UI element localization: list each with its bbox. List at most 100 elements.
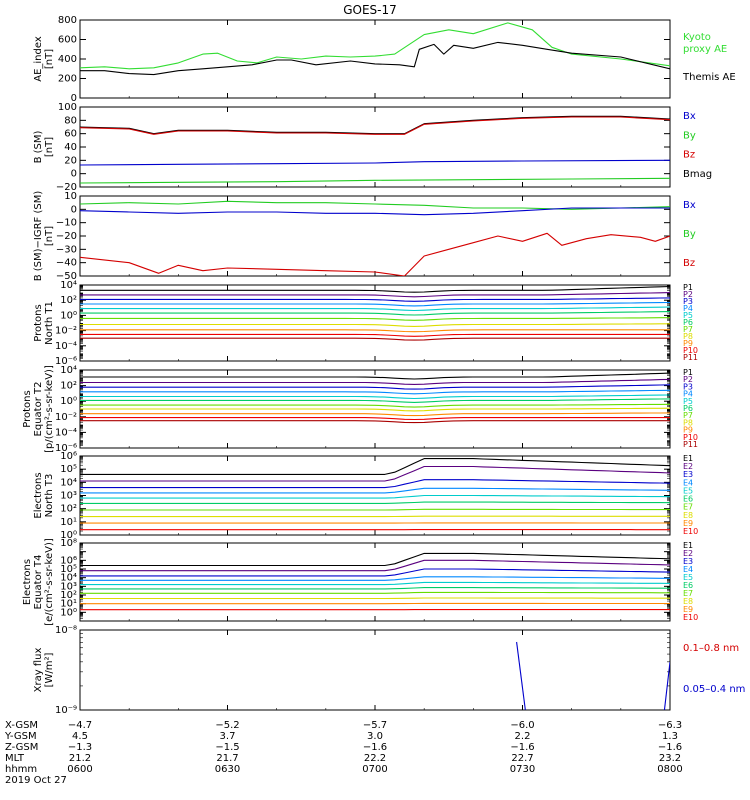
y-tick-label: −20 xyxy=(56,182,77,193)
y-tick-label: 10⁻⁹ xyxy=(55,705,77,716)
x-tick-value: −1.6 xyxy=(510,742,534,753)
legend-entry: E4 xyxy=(683,478,693,487)
legend-entry: P8 xyxy=(683,418,693,427)
series-group xyxy=(169,641,670,710)
y-tick-label: −50 xyxy=(56,271,77,282)
x-tick-value: 0600 xyxy=(67,764,92,775)
legend-entry: P6 xyxy=(683,318,693,327)
y-axis-label: [e/(cm²-s-sr-keV)] xyxy=(44,538,55,626)
series-group xyxy=(80,458,670,531)
series-line-3 xyxy=(80,479,670,489)
y-tick-label: 200 xyxy=(58,74,77,85)
legend-entry: P6 xyxy=(683,404,693,413)
x-tick-value: 0730 xyxy=(510,764,535,775)
y-axis-label: Protons xyxy=(22,390,33,427)
x-tick-value: −5.2 xyxy=(215,720,239,731)
y-tick-label: 10⁻⁶ xyxy=(55,356,77,367)
legend-entry: P5 xyxy=(683,397,693,406)
x-tick-value: 1.3 xyxy=(662,731,678,742)
y-tick-label: −30 xyxy=(56,244,77,255)
y-tick-label: 80 xyxy=(64,115,77,126)
y-tick-label: 40 xyxy=(64,142,77,153)
legend-entry: Bz xyxy=(683,258,695,269)
y-axis-label: B (SM)−IGRF (SM) xyxy=(33,191,44,282)
x-tick-value: 0800 xyxy=(657,764,682,775)
legend-entry: E8 xyxy=(683,511,693,520)
y-tick-label: 10 xyxy=(64,191,77,202)
panel-pe: 10⁻⁶ 10⁻⁴ 10⁻² 10⁰ 10² 10⁴ Protons Equator T2 [p… xyxy=(22,365,698,454)
x-tick-value: −1.3 xyxy=(68,742,92,753)
series-line-7 xyxy=(80,591,670,594)
legend-entry: P7 xyxy=(683,411,693,420)
y-axis-label: Protons xyxy=(33,304,44,341)
series-line-11 xyxy=(80,420,670,424)
series-line-8 xyxy=(80,407,670,412)
legend-entry: E10 xyxy=(683,527,698,536)
legend-entry: E2 xyxy=(683,462,693,471)
series-line-3 xyxy=(80,177,670,184)
x-row-label: X-GSM xyxy=(5,720,38,731)
series-line-2 xyxy=(663,661,670,710)
y-tick-label: 10⁶ xyxy=(60,451,77,462)
y-tick-label: 10³ xyxy=(60,581,77,592)
series-line-6 xyxy=(80,587,670,590)
panel-frame xyxy=(79,284,671,362)
series-line-3 xyxy=(80,568,670,577)
legend-entry: Bz xyxy=(683,150,695,161)
legend-entry: E6 xyxy=(683,495,693,504)
y-axis-label: Electrons xyxy=(33,472,44,518)
x-tick-value: −6.0 xyxy=(510,720,534,731)
y-axis-label: Equator T2 xyxy=(33,382,44,437)
y-tick-label: 10⁻² xyxy=(55,412,77,423)
panel-pn: 10⁻⁶ 10⁻⁴ 10⁻² 10⁰ 10² 10⁴ Protons North T1 P1P2… xyxy=(33,280,698,367)
y-axis-label: Equator T4 xyxy=(33,555,44,610)
y-tick-label: 10⁴ xyxy=(60,573,77,584)
legend-entry: E10 xyxy=(683,613,698,622)
series-line-1 xyxy=(80,552,670,567)
series-group xyxy=(80,200,670,276)
y-tick-label: 400 xyxy=(58,54,77,65)
x-tick-value: 0700 xyxy=(362,764,387,775)
series-line-9 xyxy=(80,412,670,417)
x-tick-value: −6.3 xyxy=(658,720,682,731)
y-tick-label: 10² xyxy=(60,504,77,515)
y-tick-label: 10² xyxy=(60,381,77,392)
series-line-7 xyxy=(80,508,670,511)
legend-entry: E8 xyxy=(683,597,693,606)
x-tick-value: 2.2 xyxy=(515,731,531,742)
panel-bigrf: −50 −40 −30 −20 −10 0 10 B (SM)−IGRF (SM) [nT] Bx… xyxy=(33,191,696,282)
legend-entry: 0.1–0.8 nm xyxy=(683,643,739,654)
y-axis-label: [nT] xyxy=(44,226,55,246)
series-group xyxy=(80,22,670,76)
legend-entry: P1 xyxy=(683,368,693,377)
y-axis-label: North T3 xyxy=(44,474,55,518)
y-axis-label: AE_index xyxy=(33,36,44,82)
legend-entry: P7 xyxy=(683,325,693,334)
series-line-10 xyxy=(80,333,670,337)
y-tick-label: 10¹ xyxy=(60,517,77,528)
panel-xray: 10⁻⁹ 10⁻⁸ Xray flux [W/m²] 0.1–0.8 nm 0.05–0.… xyxy=(33,625,745,716)
legend-entry: E6 xyxy=(683,581,693,590)
series-line-2 xyxy=(80,378,670,385)
legend-entry: 0.05–0.4 nm xyxy=(683,684,745,695)
y-tick-label: 800 xyxy=(58,15,77,26)
series-line-2 xyxy=(80,232,670,276)
series-line-2 xyxy=(80,292,670,298)
y-tick-label: 10⁵ xyxy=(60,464,77,475)
legend-entry: By xyxy=(683,229,696,240)
series-line-2 xyxy=(80,559,670,572)
panel-frame xyxy=(79,629,671,711)
x-tick-value: 21.7 xyxy=(216,753,238,764)
y-tick-label: 10⁵ xyxy=(60,564,77,575)
series-line-3 xyxy=(80,384,670,390)
x-tick-value: −1.5 xyxy=(215,742,239,753)
y-tick-label: 10⁴ xyxy=(60,280,77,291)
y-axis-label: [W/m²] xyxy=(44,652,55,687)
x-tick-value: 22.7 xyxy=(511,753,533,764)
series-line-5 xyxy=(80,306,670,312)
